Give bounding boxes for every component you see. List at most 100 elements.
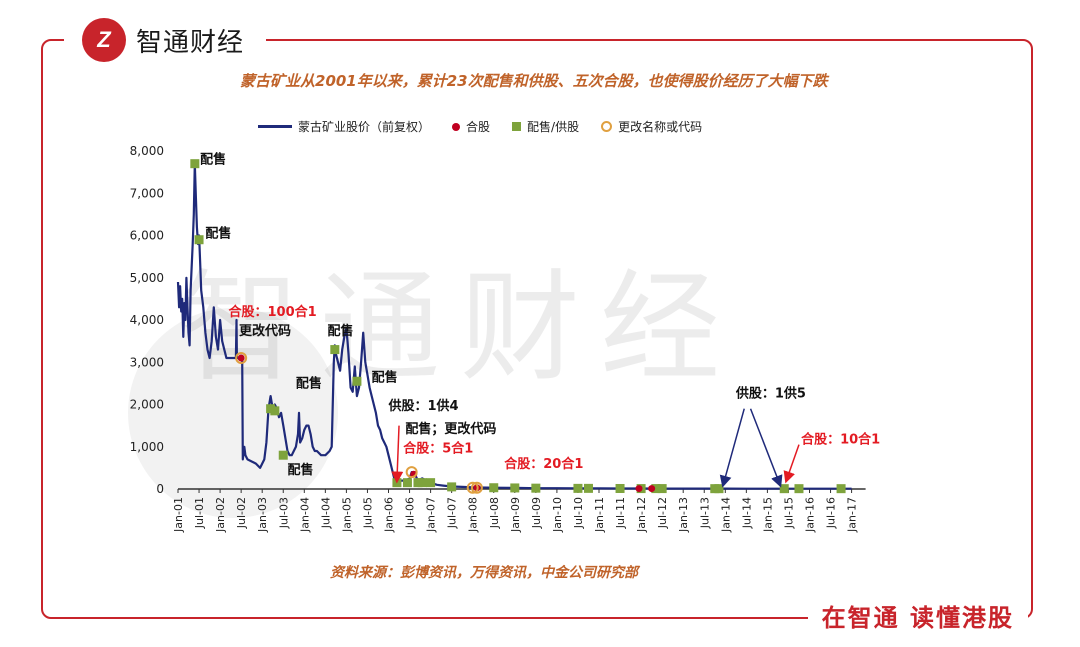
- x-tick-label: Jul-02: [235, 497, 248, 529]
- consolidation-marker: [648, 485, 656, 493]
- annotation-arrow: [391, 425, 404, 484]
- x-tick-label: Jan-03: [256, 497, 269, 533]
- annotation-label: 配售: [205, 226, 231, 242]
- x-tick-label: Jan-02: [214, 497, 227, 533]
- annotation-label: 合股：10合1: [801, 431, 880, 447]
- x-tick-label: Jul-13: [698, 497, 711, 529]
- x-tick-label: Jul-05: [361, 497, 374, 529]
- y-tick-label: 8,000: [130, 144, 164, 158]
- annotation-label: 供股：1供5: [735, 385, 806, 401]
- x-tick-label: Jan-04: [298, 497, 311, 533]
- rename-marker: [470, 481, 483, 494]
- annotation-label: 更改代码: [239, 323, 291, 339]
- legend-label-placement: 配售/供股: [527, 120, 580, 134]
- chart-axes: 0 1,000 2,000 3,000 4,000 5,000 6,000 7,000 8,00…: [130, 144, 866, 533]
- x-tick-label: Jan-11: [593, 497, 606, 533]
- rename-marker: [235, 352, 248, 365]
- placement-marker: [583, 483, 593, 493]
- legend-label-consolidation: 合股: [466, 120, 491, 134]
- x-tick-label: Jul-11: [614, 497, 627, 529]
- legend-line-swatch: [258, 125, 292, 128]
- placement-marker: [402, 478, 412, 488]
- x-tick-label: Jul-12: [656, 497, 669, 529]
- chart-legend: 蒙古矿业股价（前复权） 合股 配售/供股 更改名称或代码: [258, 118, 702, 135]
- annotation-label: 配售: [296, 376, 322, 392]
- x-tick-label: Jan-01: [172, 497, 185, 533]
- brand-header: Z 智通财经: [64, 14, 267, 66]
- x-tick-label: Jan-14: [719, 497, 732, 533]
- placement-marker: [651, 484, 661, 494]
- legend-square-swatch: [512, 122, 522, 131]
- x-tick-label: Jul-06: [404, 497, 417, 529]
- brand-logo-icon: Z: [82, 18, 126, 62]
- watermark-text: 智通财经: [180, 259, 740, 398]
- x-tick-label: Jul-15: [782, 497, 795, 529]
- content-frame: [41, 39, 1033, 619]
- legend-label-rename: 更改名称或代码: [618, 120, 703, 134]
- legend-item-rename: 更改名称或代码: [601, 118, 702, 135]
- brand-name: 智通财经: [136, 27, 245, 58]
- annotation-arrow: [719, 408, 745, 488]
- placement-marker: [489, 483, 499, 493]
- placement-marker: [190, 159, 200, 169]
- placement-marker: [779, 484, 789, 494]
- consolidation-marker: [237, 354, 245, 362]
- placement-marker: [194, 235, 204, 245]
- x-tick-label: Jan-10: [551, 497, 564, 533]
- legend-ring-swatch: [601, 121, 613, 132]
- footer-slogan: 在智通 读懂港股: [807, 598, 1028, 633]
- legend-label-price: 蒙古矿业股价（前复权）: [298, 120, 431, 134]
- x-tick-label: Jan-17: [846, 497, 859, 533]
- x-tick-label: Jul-01: [193, 497, 206, 529]
- placement-marker: [426, 478, 436, 488]
- y-tick-label: 0: [156, 482, 164, 496]
- annotation-label: 配售: [287, 462, 313, 478]
- x-tick-label: Jul-09: [530, 497, 543, 529]
- placement-marker: [714, 484, 724, 494]
- y-tick-label: 1,000: [130, 440, 164, 454]
- x-tick-label: Jul-16: [825, 497, 838, 529]
- y-tick-label: 4,000: [130, 313, 164, 327]
- y-tick-label: 7,000: [130, 186, 164, 200]
- x-tick-label: Jan-16: [804, 497, 817, 533]
- x-tick-label: Jan-07: [425, 497, 438, 533]
- annotation-label: 配售: [327, 323, 353, 339]
- placement-marker: [417, 478, 427, 488]
- placement-marker: [278, 450, 288, 460]
- chart-source: 资料来源：彭博资讯，万得资讯，中金公司研究部: [330, 565, 638, 581]
- legend-item-price: 蒙古矿业股价（前复权）: [258, 118, 430, 135]
- placement-marker: [657, 484, 667, 494]
- x-tick-label: Jan-09: [509, 497, 522, 533]
- chart-markers: [190, 159, 846, 494]
- placement-marker: [447, 482, 457, 492]
- x-tick-label: Jul-08: [488, 497, 501, 529]
- placement-marker: [330, 345, 340, 355]
- placement-marker: [794, 484, 804, 494]
- chart-annotations: 配售配售合股：100合1更改代码配售配售配售配售供股：1供4配售；更改代码合股：…: [200, 152, 880, 488]
- rename-marker: [466, 481, 479, 494]
- legend-dot-swatch: [452, 122, 461, 131]
- x-tick-label: Jan-15: [761, 497, 774, 533]
- y-tick-label: 6,000: [130, 229, 164, 243]
- x-tick-label: Jan-05: [340, 497, 353, 533]
- legend-item-consolidation: 合股: [452, 118, 490, 135]
- annotation-label: 合股：5合1: [403, 441, 473, 457]
- x-tick-label: Jan-12: [635, 497, 648, 533]
- y-tick-label: 3,000: [130, 355, 164, 369]
- x-tick-label: Jan-13: [677, 497, 690, 533]
- annotation-label: 配售: [200, 152, 226, 168]
- annotation-label: 配售；更改代码: [405, 421, 496, 437]
- x-tick-label: Jul-04: [319, 497, 332, 529]
- placement-marker: [510, 483, 520, 493]
- x-tick-label: Jul-07: [446, 497, 459, 529]
- rename-marker: [405, 466, 418, 479]
- x-tick-label: Jul-14: [740, 497, 753, 529]
- y-tick-label: 5,000: [130, 271, 164, 285]
- watermark-logo-icon: [128, 308, 338, 518]
- x-tick-label: Jan-08: [467, 497, 480, 533]
- annotation-label: 配售: [372, 369, 398, 385]
- consolidation-marker: [635, 485, 643, 493]
- x-tick-label: Jul-10: [572, 497, 585, 529]
- legend-item-placement: 配售/供股: [512, 118, 579, 135]
